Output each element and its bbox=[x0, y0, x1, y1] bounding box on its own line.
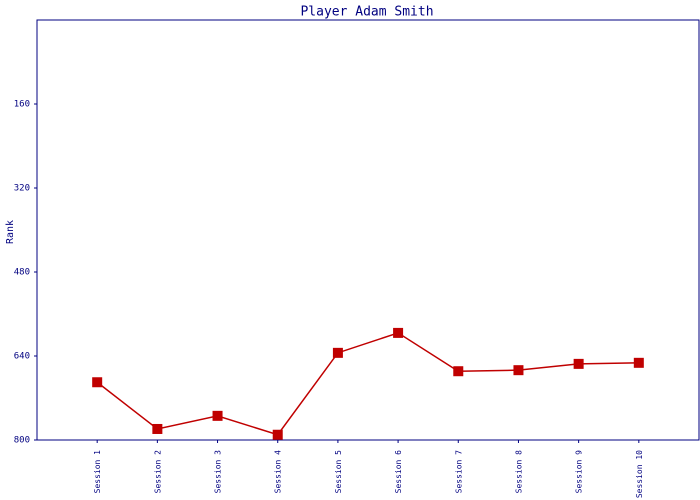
y-tick-label: 480 bbox=[14, 268, 30, 278]
x-tick-label: Session 8 bbox=[514, 450, 523, 494]
x-tick-label: Session 2 bbox=[153, 450, 162, 494]
y-tick-label: 320 bbox=[14, 184, 30, 194]
data-point bbox=[513, 365, 524, 376]
x-tick-label: Session 4 bbox=[274, 450, 283, 494]
chart-title: Player Adam Smith bbox=[300, 5, 433, 20]
data-point bbox=[332, 347, 343, 358]
y-tick-label: 800 bbox=[14, 436, 30, 446]
y-tick-label: 160 bbox=[14, 100, 30, 110]
x-tick-label: Session 10 bbox=[635, 450, 644, 498]
x-tick-label: Session 9 bbox=[575, 450, 584, 494]
x-tick-label: Session 3 bbox=[214, 450, 223, 494]
data-point bbox=[212, 410, 223, 421]
x-tick-label: Session 7 bbox=[454, 450, 463, 494]
data-point bbox=[92, 377, 103, 388]
data-point bbox=[633, 357, 644, 368]
data-point bbox=[152, 423, 163, 434]
data-point bbox=[573, 358, 584, 369]
x-tick-label: Session 1 bbox=[93, 450, 102, 494]
x-tick-label: Session 6 bbox=[394, 450, 403, 494]
y-tick-label: 640 bbox=[14, 352, 30, 362]
data-point bbox=[453, 366, 464, 377]
x-tick-label: Session 5 bbox=[334, 450, 343, 494]
data-point bbox=[393, 327, 404, 338]
data-point bbox=[272, 429, 283, 440]
y-axis-label: Rank bbox=[5, 220, 16, 244]
plot-frame bbox=[36, 19, 700, 441]
series-line bbox=[96, 332, 639, 436]
